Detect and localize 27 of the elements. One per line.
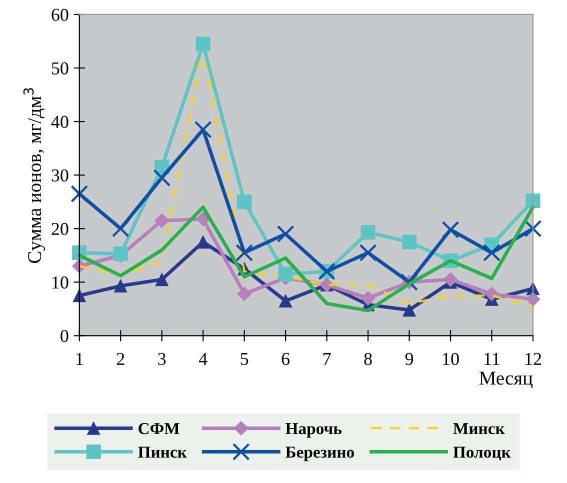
legend-label: Березино (286, 446, 354, 462)
x-tick-label: 5 (240, 353, 248, 366)
y-tick-label: 40 (51, 116, 68, 128)
y-axis-title: Сумма ионов, мг/дм$^{3}$ (23, 88, 46, 263)
y-tick-label: 20 (52, 222, 68, 236)
x-tick-label: 2 (116, 352, 124, 365)
y-tick-label: 60 (52, 8, 68, 21)
legend-label: СФМ (138, 423, 180, 434)
y-tick-label: 50 (52, 62, 68, 74)
y-tick-label: 0 (60, 330, 68, 342)
x-tick-label: 1 (76, 352, 83, 365)
legend-label: Нарочь (286, 423, 342, 438)
x-tick-label: 4 (198, 352, 208, 365)
legend-label: Пинск (138, 446, 187, 458)
y-tick-label: 10 (52, 276, 68, 289)
x-tick-label: 12 (526, 352, 542, 365)
x-tick-label: 6 (282, 352, 290, 366)
x-tick-label: 3 (158, 352, 166, 366)
x-axis-title: Месяц (479, 372, 533, 388)
legend-label: Полоцк (453, 446, 511, 460)
legend-label: Минск (453, 423, 505, 434)
x-tick-label: 10 (443, 352, 459, 366)
x-tick-label: 7 (323, 353, 331, 365)
x-tick-label: 11 (484, 352, 500, 365)
x-tick-label: 9 (405, 352, 414, 366)
y-tick-label: 30 (52, 169, 68, 182)
x-tick-label: 8 (364, 352, 372, 366)
